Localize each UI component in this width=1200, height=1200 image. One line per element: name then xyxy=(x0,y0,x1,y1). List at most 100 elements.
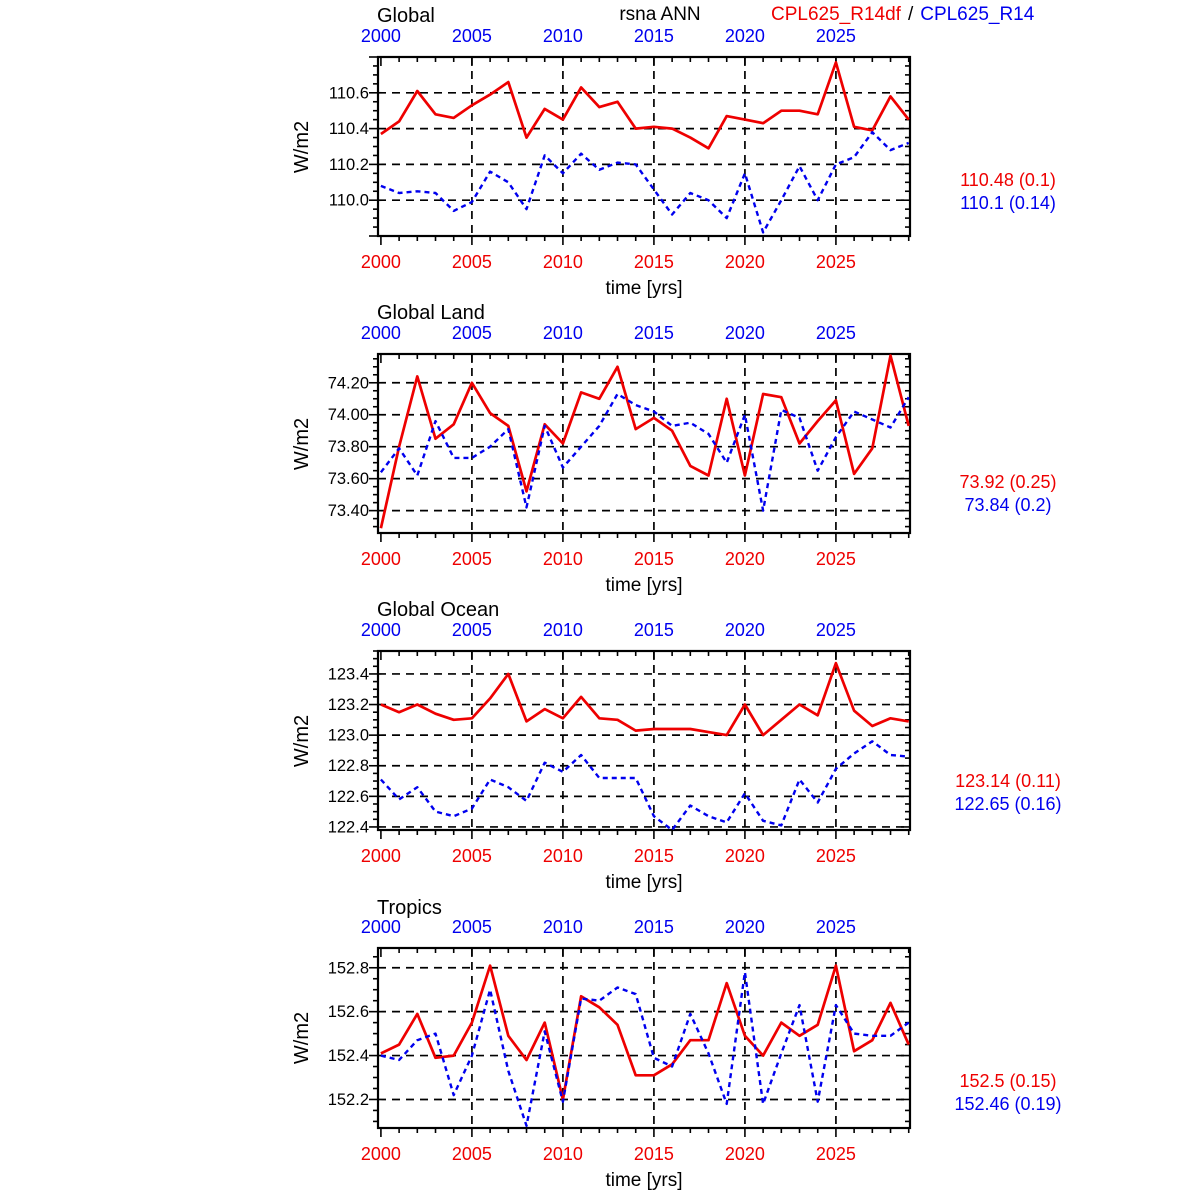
x-tick-label-2020: 2020 xyxy=(724,323,765,343)
x-tick-label-2025: 2025 xyxy=(815,620,856,640)
legend-series-1-label: CPL625_R14df xyxy=(771,4,901,25)
panel-title-global: Global xyxy=(377,5,435,27)
x-tick-label-2010: 2010 xyxy=(542,252,583,272)
x-tick-label-2025: 2025 xyxy=(815,1144,856,1164)
x-tick-label-2020: 2020 xyxy=(724,917,765,937)
x-tick-label-2015: 2015 xyxy=(633,252,674,272)
series-cpl625-r14df-line xyxy=(379,354,910,529)
x-tick-label-2010: 2010 xyxy=(542,1144,583,1164)
panel-title-global-ocean: Global Ocean xyxy=(377,599,500,621)
legend-separator: / xyxy=(907,4,914,25)
x-tick-label-2015: 2015 xyxy=(633,26,674,46)
series-cpl625-r14-line xyxy=(380,970,910,1127)
y-tick-label: 74.20 xyxy=(328,374,369,392)
y-tick-labels: 73.40 73.60 73.80 74.00 74.20 xyxy=(328,374,369,520)
y-tick-label: 73.80 xyxy=(328,438,369,456)
x-tick-label-2005: 2005 xyxy=(451,26,492,46)
y-tick-label: 152.4 xyxy=(328,1047,369,1065)
panel-title-global-land: Global Land xyxy=(377,302,485,324)
y-axis-label-3: W/m2 xyxy=(291,714,313,768)
y-tick-labels: 122.4 122.6 122.8 123.0 123.2 123.4 xyxy=(328,665,369,836)
axis-ticks xyxy=(369,948,910,1137)
x-tick-label-2005: 2005 xyxy=(451,323,492,343)
plot-border xyxy=(376,352,912,535)
y-axis-label-2: W/m2 xyxy=(291,417,313,471)
y-tick-label: 73.40 xyxy=(328,502,369,520)
x-tick-label-2020: 2020 xyxy=(724,26,765,46)
y-tick-label: 110.2 xyxy=(329,156,369,174)
plot-border xyxy=(376,649,912,832)
series-cpl625-r14df-line xyxy=(380,964,910,1101)
x-tick-label-2015: 2015 xyxy=(633,846,674,866)
x-tick-label-2015: 2015 xyxy=(633,549,674,569)
x-tick-label-2000: 2000 xyxy=(360,846,401,866)
legend: CPL625_R14df / CPL625_R14 xyxy=(771,4,1034,26)
y-tick-labels: 110.0 110.2 110.4 110.6 xyxy=(329,84,369,209)
stat-global-land-blue: 73.84 (0.2) xyxy=(964,495,1052,515)
legend-series-2-label: CPL625_R14 xyxy=(920,4,1035,25)
y-tick-label: 73.60 xyxy=(328,470,369,488)
x-tick-label-2025: 2025 xyxy=(815,323,856,343)
series-cpl625-r14df-line xyxy=(380,661,909,737)
panel-tropics-chart: 152.2 152.4 152.6 152.8 xyxy=(328,946,912,1137)
x-tick-label-2010: 2010 xyxy=(542,620,583,640)
y-tick-label: 152.2 xyxy=(328,1091,369,1109)
x-axis-label-3: time [yrs] xyxy=(605,872,683,893)
x-tick-label-2000: 2000 xyxy=(360,26,401,46)
x-tick-label-2025: 2025 xyxy=(815,917,856,937)
x-tick-label-2020: 2020 xyxy=(724,620,765,640)
x-tick-label-2000: 2000 xyxy=(360,1144,401,1164)
stat-global-red: 110.48 (0.1) xyxy=(960,170,1056,190)
x-tick-label-2000: 2000 xyxy=(360,620,401,640)
x-tick-label-2000: 2000 xyxy=(360,252,401,272)
x-tick-label-2025: 2025 xyxy=(815,26,856,46)
x-tick-label-2005: 2005 xyxy=(451,917,492,937)
plot-border xyxy=(376,55,912,238)
panel-global-chart: 110.0 110.2 110.4 110.6 xyxy=(329,55,912,245)
x-tick-label-2010: 2010 xyxy=(542,846,583,866)
y-tick-label: 122.8 xyxy=(328,757,369,775)
y-tick-label: 122.6 xyxy=(328,788,369,806)
y-tick-labels: 152.2 152.4 152.6 152.8 xyxy=(328,959,369,1109)
y-tick-label: 152.8 xyxy=(328,959,369,977)
y-tick-label: 123.0 xyxy=(328,727,369,745)
y-tick-label: 110.4 xyxy=(329,120,369,138)
panel-global-ocean-chart: 122.4 122.6 122.8 123.0 123.2 123.4 xyxy=(328,649,912,839)
x-tick-label-2010: 2010 xyxy=(542,323,583,343)
x-tick-label-2025: 2025 xyxy=(815,252,856,272)
x-tick-label-2015: 2015 xyxy=(633,620,674,640)
x-tick-label-2010: 2010 xyxy=(542,26,583,46)
y-axis-label-1: W/m2 xyxy=(291,120,313,174)
series-cpl625-r14-line xyxy=(379,392,910,512)
y-tick-label: 110.0 xyxy=(329,192,369,210)
stat-global-ocean-red: 123.14 (0.11) xyxy=(955,771,1061,791)
gridlines xyxy=(378,651,910,830)
x-tick-label-2005: 2005 xyxy=(451,252,492,272)
x-tick-label-2000: 2000 xyxy=(360,549,401,569)
gridlines xyxy=(378,57,910,236)
y-tick-label: 74.00 xyxy=(328,406,369,424)
x-tick-label-2010: 2010 xyxy=(542,917,583,937)
gridlines xyxy=(378,948,910,1128)
x-axis-label-1: time [yrs] xyxy=(605,278,683,299)
x-tick-label-2005: 2005 xyxy=(451,846,492,866)
gridlines xyxy=(378,354,910,533)
stat-tropics-red: 152.5 (0.15) xyxy=(959,1071,1057,1091)
panel-title-tropics: Tropics xyxy=(377,897,442,919)
y-tick-label: 123.2 xyxy=(328,696,369,714)
y-tick-label: 123.4 xyxy=(328,665,369,683)
y-tick-label: 122.4 xyxy=(328,818,369,836)
y-tick-label: 110.6 xyxy=(329,84,369,102)
x-axis-label-2: time [yrs] xyxy=(605,575,683,596)
x-tick-label-2015: 2015 xyxy=(633,917,674,937)
stat-global-land-red: 73.92 (0.25) xyxy=(959,472,1057,492)
x-tick-label-2005: 2005 xyxy=(451,549,492,569)
x-tick-label-2025: 2025 xyxy=(815,846,856,866)
stat-global-blue: 110.1 (0.14) xyxy=(960,193,1056,213)
series-cpl625-r14-line xyxy=(380,131,910,234)
x-tick-label-2010: 2010 xyxy=(542,549,583,569)
series-cpl625-r14-line xyxy=(380,740,909,830)
x-tick-label-2015: 2015 xyxy=(633,323,674,343)
y-tick-label: 152.6 xyxy=(328,1003,369,1021)
